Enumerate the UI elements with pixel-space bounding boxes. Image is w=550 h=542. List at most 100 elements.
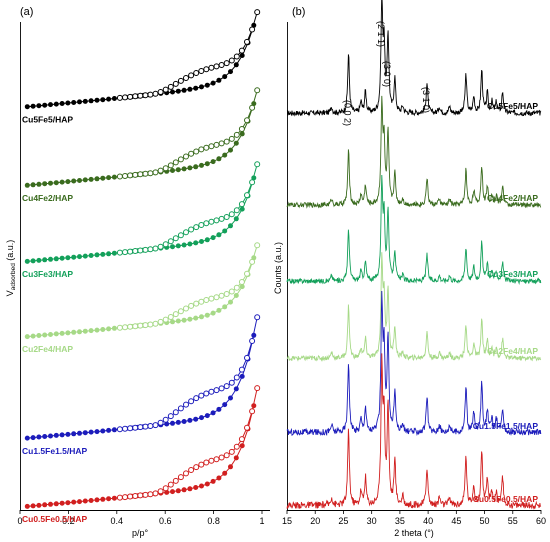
isotherm-desorption-point-cu1-5fe1-5-hap-4	[233, 374, 240, 381]
isotherm-adsorption-point-cu4fe2-hap-12	[94, 176, 100, 182]
isotherm-adsorption-point-cu3fe3-hap-28	[187, 241, 193, 247]
isotherm-adsorption-point-cu4fe2-hap-1	[30, 182, 36, 188]
xrd-x-tick-label-6: 45	[451, 516, 461, 526]
isotherm-adsorption-point-cu0-5fe0-5-hap-14	[106, 496, 112, 502]
isotherm-desorption-point-cu2fe4-hap-6	[223, 291, 230, 297]
isotherm-adsorption-point-cu1-5fe1-5-hap-10	[82, 430, 88, 436]
isotherm-desorption-point-cu4fe2-hap-3	[238, 126, 245, 132]
isotherm-adsorption-point-cu1-5fe1-5-hap-39	[251, 332, 257, 338]
isotherm-adsorption-point-cu3fe3-hap-4	[48, 256, 53, 262]
isotherm-desorption-point-cu5fe5-hap-15	[177, 77, 184, 84]
isotherm-desorption-point-cu2fe4-hap-26	[122, 324, 128, 331]
isotherm-desorption-point-cu2fe4-hap-4	[233, 284, 240, 291]
isotherm-desorption-point-cu3fe3-hap-17	[167, 238, 174, 245]
isotherm-desorption-point-cu0-5fe0-5-hap-20	[152, 490, 159, 497]
isotherm-desorption-point-cu2fe4-hap-27	[116, 324, 123, 331]
isotherm-desorption-point-cu0-5fe0-5-hap-16	[172, 477, 179, 484]
isotherm-desorption-point-cu1-5fe1-5-hap-3	[238, 366, 245, 373]
isotherm-desorption-point-cu5fe5-hap-16	[172, 80, 179, 87]
isotherm-adsorption-point-cu3fe3-hap-2	[36, 257, 42, 263]
isotherm-desorption-point-cu3fe3-hap-27	[116, 249, 123, 256]
isotherm-desorption-point-cu4fe2-hap-26	[122, 173, 128, 179]
isotherm-desorption-point-cu5fe5-hap-1	[249, 26, 256, 33]
isotherm-adsorption-point-cu5fe5-hap-7	[65, 100, 71, 106]
isotherm-adsorption-point-cu0-5fe0-5-hap-32	[210, 478, 216, 484]
isotherm-desorption-point-cu3fe3-hap-0	[254, 161, 261, 168]
isotherm-x-ticks: 0 0.2 0.4 0.6 0.8 1	[17, 510, 265, 526]
isotherm-adsorption-point-cu4fe2-hap-29	[193, 164, 199, 170]
isotherm-desorption-point-cu4fe2-hap-19	[157, 167, 164, 174]
isotherm-adsorption-point-cu1-5fe1-5-hap-2	[36, 434, 42, 440]
isotherm-adsorption-point-cu3fe3-hap-29	[193, 240, 199, 246]
xrd-x-tick-label-2: 25	[338, 516, 348, 526]
isotherm-adsorption-point-cu5fe5-hap-15	[111, 96, 117, 101]
isotherm-adsorption-point-cu5fe5-hap-10	[82, 98, 88, 104]
isotherm-desorption-point-cu2fe4-hap-3	[238, 279, 245, 285]
xrd-label-cu4fe2-hap: Cu4Fe2/HAP	[487, 193, 538, 203]
isotherm-desorption-point-cu0-5fe0-5-hap-9	[208, 457, 215, 464]
isotherm-adsorption-point-cu2fe4-hap-5	[53, 331, 59, 337]
isotherm-desorption-point-cu3fe3-hap-4	[233, 207, 240, 214]
isotherm-adsorption-point-cu4fe2-hap-26	[175, 167, 181, 173]
isotherm-adsorption-point-cu1-5fe1-5-hap-35	[228, 395, 233, 401]
isotherm-desorption-point-cu0-5fe0-5-hap-8	[213, 456, 220, 463]
isotherm-desorption-point-cu5fe5-hap-6	[223, 60, 230, 67]
isotherm-desorption-point-cu4fe2-hap-25	[127, 172, 134, 179]
isotherm-adsorption-point-cu3fe3-hap-13	[100, 251, 106, 257]
xrd-pattern-line-cu3fe3-hap	[286, 174, 542, 285]
isotherm-desorption-point-cu0-5fe0-5-hap-15	[177, 474, 184, 481]
isotherm-desorption-point-cu1-5fe1-5-hap-12	[193, 395, 200, 402]
isotherm-adsorption-point-cu0-5fe0-5-hap-37	[239, 443, 245, 449]
isotherm-adsorption-point-cu5fe5-hap-28	[187, 86, 193, 92]
isotherm-desorption-point-cu1-5fe1-5-hap-14	[183, 401, 189, 408]
isotherm-adsorption-point-cu0-5fe0-5-hap-6	[59, 500, 65, 506]
isotherm-adsorption-point-cu4fe2-hap-14	[106, 175, 112, 181]
isotherm-adsorption-point-cu3fe3-hap-39	[251, 175, 257, 181]
isotherm-desorption-point-cu1-5fe1-5-hap-23	[137, 424, 144, 431]
isotherm-desorption-point-cu2fe4-hap-24	[132, 323, 139, 330]
isotherm-label-cu3fe3-hap: Cu3Fe3/HAP	[22, 269, 73, 279]
isotherm-series-cu4fe2-hap	[24, 87, 261, 188]
isotherm-sample-labels: Cu5Fe5/HAP Cu4Fe2/HAP Cu3Fe3/HAP Cu2Fe4/HAP…	[22, 114, 88, 524]
isotherm-desorption-point-cu1-5fe1-5-hap-2	[244, 354, 250, 361]
isotherm-adsorption-point-cu0-5fe0-5-hap-15	[111, 495, 117, 501]
isotherm-desorption-point-cu2fe4-hap-1	[249, 258, 256, 265]
isotherm-adsorption-point-cu0-5fe0-5-hap-4	[48, 501, 53, 507]
isotherm-adsorption-point-cu1-5fe1-5-hap-34	[222, 402, 228, 408]
isotherm-adsorption-point-cu1-5fe1-5-hap-4	[48, 433, 53, 439]
isotherm-adsorption-point-cu1-5fe1-5-hap-24	[164, 421, 170, 427]
isotherm-desorption-point-cu4fe2-hap-17	[167, 162, 174, 169]
isotherm-x-tick-label-4: 0.8	[207, 516, 220, 526]
isotherm-desorption-point-cu1-5fe1-5-hap-26	[122, 425, 128, 432]
isotherm-adsorption-point-cu0-5fe0-5-hap-5	[53, 501, 59, 507]
isotherm-desorption-point-cu5fe5-hap-11	[198, 68, 205, 74]
xrd-label-cu1-5fe1-5-hap: Cu1.5Fe1.5/HAP	[473, 421, 539, 431]
isotherm-desorption-point-cu5fe5-hap-25	[127, 93, 134, 100]
isotherm-adsorption-point-cu4fe2-hap-28	[187, 165, 193, 171]
isotherm-adsorption-point-cu3fe3-hap-32	[210, 235, 216, 241]
isotherm-adsorption-point-cu1-5fe1-5-hap-36	[233, 386, 239, 392]
isotherm-desorption-point-cu4fe2-hap-15	[177, 156, 184, 163]
isotherm-adsorption-point-cu4fe2-hap-3	[42, 181, 48, 187]
isotherm-desorption-point-cu5fe5-hap-0	[254, 9, 261, 16]
isotherm-adsorption-point-cu1-5fe1-5-hap-1	[30, 435, 36, 441]
isotherm-adsorption-point-cu2fe4-hap-32	[210, 310, 216, 316]
isotherm-adsorption-point-cu5fe5-hap-36	[233, 62, 239, 68]
isotherm-adsorption-point-cu1-5fe1-5-hap-32	[210, 410, 216, 416]
isotherm-desorption-point-cu5fe5-hap-20	[152, 90, 159, 97]
isotherm-desorption-point-cu5fe5-hap-3	[238, 47, 245, 54]
isotherm-desorption-point-cu0-5fe0-5-hap-1	[249, 408, 256, 415]
isotherm-desorption-point-cu2fe4-hap-23	[137, 322, 144, 329]
isotherm-y-axis-title-unit: (a.u.)	[5, 240, 15, 264]
isotherm-desorption-point-cu1-5fe1-5-hap-8	[213, 387, 220, 394]
isotherm-desorption-point-cu4fe2-hap-2	[244, 117, 250, 124]
isotherm-adsorption-point-cu5fe5-hap-14	[106, 96, 112, 102]
isotherm-adsorption-point-cu5fe5-hap-30	[199, 84, 204, 90]
isotherm-adsorption-point-cu3fe3-hap-31	[204, 237, 210, 243]
isotherm-desorption-point-cu1-5fe1-5-hap-25	[127, 425, 134, 432]
xrd-x-axis-title: 2 theta (°)	[394, 528, 434, 538]
isotherm-desorption-point-cu4fe2-hap-8	[213, 141, 220, 148]
isotherm-desorption-point-cu5fe5-hap-12	[193, 70, 200, 76]
isotherm-adsorption-point-cu5fe5-hap-0	[24, 104, 30, 110]
isotherm-adsorption-point-cu4fe2-hap-15	[111, 174, 117, 180]
